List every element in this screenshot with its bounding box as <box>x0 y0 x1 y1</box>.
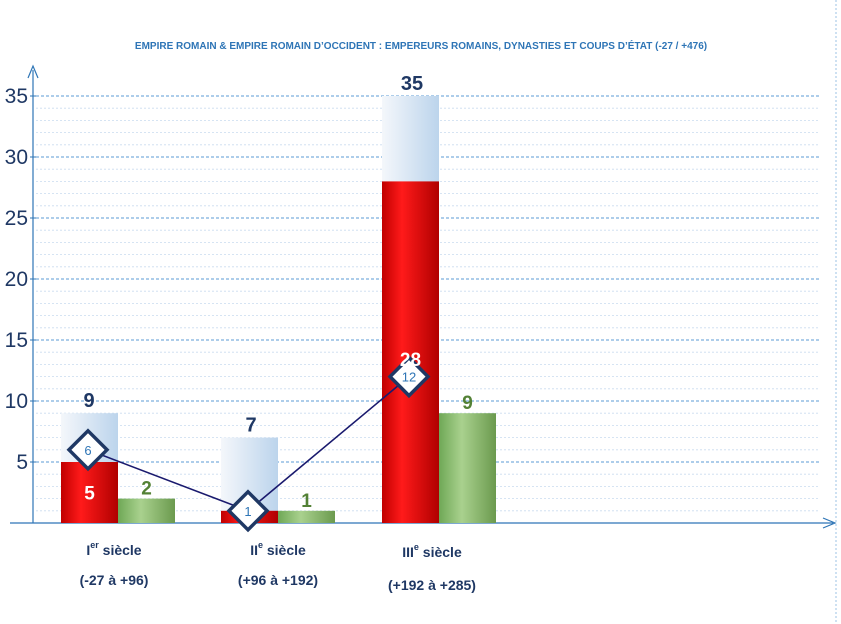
category-word: siècle <box>99 542 142 558</box>
total-value-label: 35 <box>401 73 423 95</box>
y-tick-label: 25 <box>5 207 28 230</box>
category-roman: II <box>250 542 258 558</box>
category-label: IIIe siècle <box>402 542 462 560</box>
category-superscript: e <box>258 540 263 550</box>
y-axis-ticks: 5 10 15 20 25 30 35 <box>5 85 36 474</box>
category-labels: Ier siècle(-27 à +96)IIe siècle(+96 à +1… <box>80 540 476 593</box>
line-value-label: 12 <box>402 370 416 385</box>
line-marker <box>226 489 270 533</box>
green-value-label: 2 <box>141 479 152 500</box>
total-value-label: 9 <box>83 390 94 412</box>
category-word: siècle <box>263 542 306 558</box>
y-tick-label: 5 <box>16 451 28 474</box>
category-label: Ier siècle <box>86 540 141 558</box>
y-axis-arrow-icon <box>27 64 39 79</box>
line-value-label: 1 <box>244 504 251 519</box>
green-value-label: 1 <box>301 491 312 512</box>
category-roman: III <box>402 544 414 560</box>
category-roman: I <box>86 542 90 558</box>
red-bar <box>61 462 118 523</box>
green-bar <box>439 413 496 523</box>
line-marker-inner <box>394 361 424 392</box>
line-marker <box>387 355 431 399</box>
red-value-label: 28 <box>400 350 421 371</box>
y-tick-label: 20 <box>5 268 28 291</box>
line-value-label: 6 <box>84 443 91 458</box>
y-tick-label: 30 <box>5 146 28 169</box>
data-labels: 95271135289 <box>83 73 473 512</box>
category-label: IIe siècle <box>250 540 306 558</box>
category-range-label: (+192 à +285) <box>388 577 476 593</box>
category-superscript: er <box>90 540 99 550</box>
green-bar <box>118 498 175 523</box>
line-marker-inner <box>73 434 103 465</box>
green-bar <box>278 510 335 523</box>
total-value-label: 7 <box>245 415 256 437</box>
y-tick-label: 10 <box>5 390 28 413</box>
y-tick-label: 15 <box>5 329 28 352</box>
red-value-label: 5 <box>84 484 95 505</box>
line-marker-inner <box>233 495 263 526</box>
bars <box>61 96 496 523</box>
category-word: siècle <box>419 544 462 560</box>
category-superscript: e <box>414 542 419 552</box>
chart-title: EMPIRE ROMAIN & EMPIRE ROMAIN D’OCCIDENT… <box>135 39 707 52</box>
y-tick-label: 35 <box>5 85 28 108</box>
x-axis-arrow-icon <box>822 517 837 529</box>
category-range-label: (+96 à +192) <box>238 572 318 588</box>
line-marker <box>66 428 110 472</box>
green-value-label: 9 <box>462 393 473 414</box>
red-bar <box>382 181 439 523</box>
category-range-label: (-27 à +96) <box>80 572 149 588</box>
